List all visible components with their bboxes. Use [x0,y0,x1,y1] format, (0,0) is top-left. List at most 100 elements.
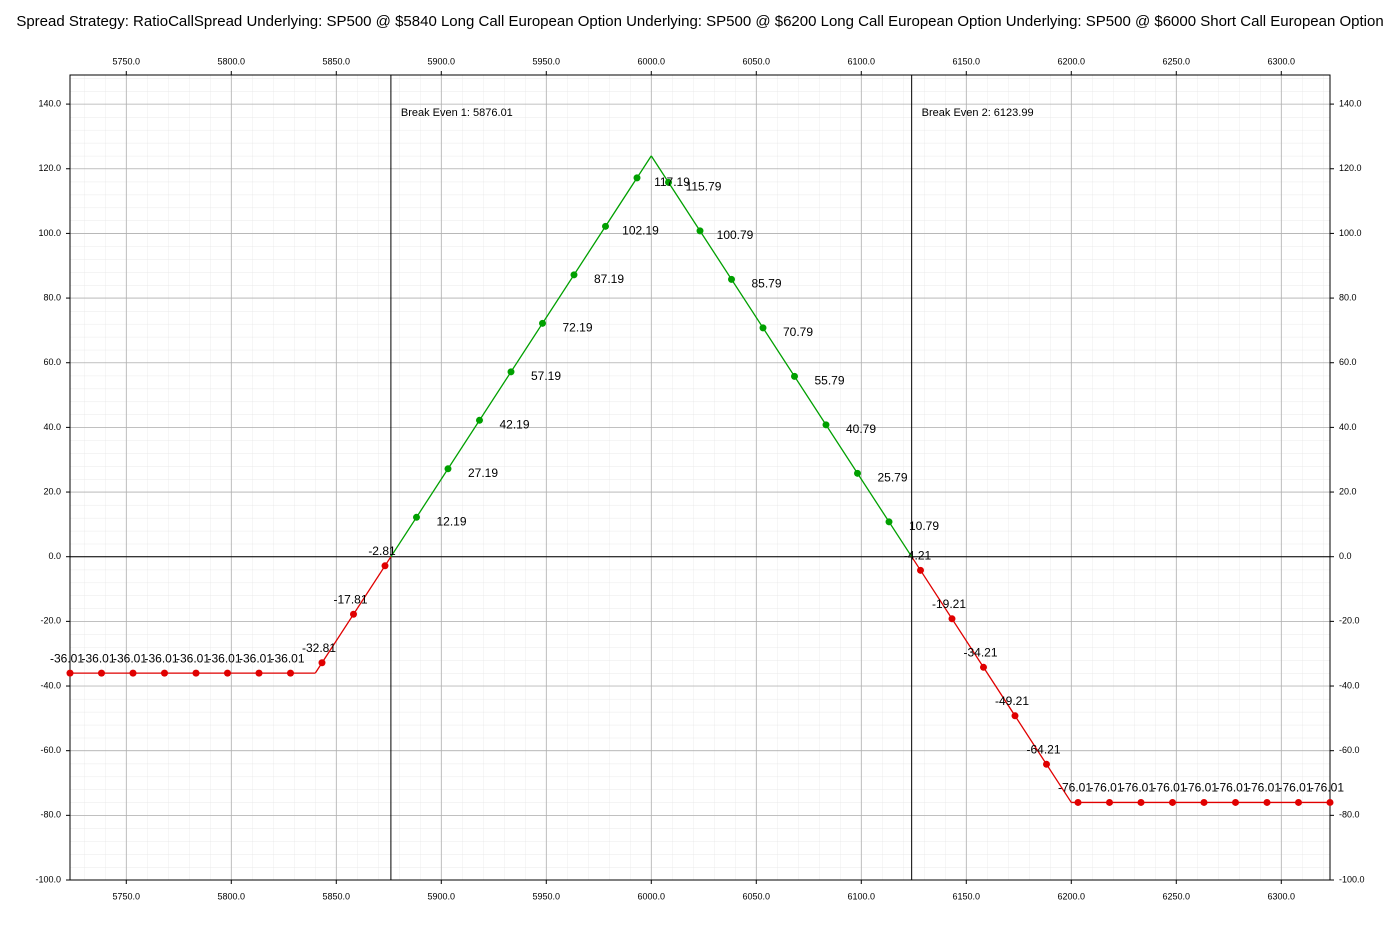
x-tick-label: 6150.0 [953,56,981,66]
point [66,669,74,677]
value-label: -32.81 [302,641,336,655]
x-tick-label: 6200.0 [1058,56,1086,66]
value-label: -76.01 [1121,781,1155,795]
point [192,669,200,677]
point [728,275,735,283]
value-label: -36.01 [81,651,115,665]
value-label: -64.21 [1026,742,1060,756]
point [1200,798,1208,806]
y-tick-label: -40.0 [1339,680,1360,690]
value-label: -76.01 [1089,781,1123,795]
value-label: -36.01 [270,651,304,665]
x-tick-label: 5850.0 [323,56,351,66]
y-tick-label: 140.0 [38,98,61,108]
y-tick-label: 40.0 [1339,422,1357,432]
point [476,416,483,424]
value-label: -36.01 [207,651,241,665]
x-tick-label: 6200.0 [1058,891,1086,901]
x-tick-label: 6000.0 [638,891,666,901]
x-tick-label: 6050.0 [743,56,771,66]
payoff-line [390,155,652,558]
x-tick-label: 5750.0 [113,891,141,901]
y-tick-label: 60.0 [43,357,61,367]
y-tick-label: 60.0 [1339,357,1357,367]
x-tick-label: 6100.0 [848,891,876,901]
point [444,465,452,473]
value-label: -36.01 [144,651,178,665]
y-tick-label: 80.0 [1339,292,1357,302]
point [413,513,420,521]
point [318,659,326,667]
point [1295,798,1302,806]
value-label: -49.21 [995,694,1029,708]
value-label: -76.01 [1058,781,1092,795]
point [1074,798,1082,806]
value-label: -34.21 [963,645,997,659]
break-even-label: Break Even 1: 5876.01 [401,107,513,119]
point [161,669,168,677]
y-tick-label: -60.0 [1339,745,1360,755]
value-label: -76.01 [1278,781,1312,795]
x-tick-label: 5800.0 [218,56,246,66]
y-tick-label: -60.0 [40,745,61,755]
break-even-label: Break Even 2: 6123.99 [922,107,1034,119]
point [129,669,137,677]
y-tick-label: 80.0 [43,292,61,302]
value-label: 55.79 [814,374,844,388]
value-label: 85.79 [751,277,781,291]
x-tick-label: 6050.0 [743,891,771,901]
value-label: 27.19 [468,466,498,480]
y-tick-label: -20.0 [1339,616,1360,626]
value-label: 42.19 [499,417,529,431]
x-tick-label: 6300.0 [1268,56,1296,66]
point [854,469,861,477]
y-tick-label: 0.0 [1339,551,1352,561]
y-tick-label: 120.0 [1339,163,1362,173]
value-label: -36.01 [176,651,210,665]
value-label: 57.19 [531,369,561,383]
value-label: 115.79 [686,180,722,194]
point [1011,712,1019,720]
x-tick-label: 5950.0 [533,56,561,66]
point [917,566,924,574]
x-tick-label: 6300.0 [1268,891,1296,901]
y-tick-label: 40.0 [43,422,61,432]
x-tick-label: 5750.0 [113,56,141,66]
value-label: -76.01 [1184,781,1218,795]
y-tick-label: 100.0 [38,228,61,238]
value-label: -36.01 [50,651,84,665]
y-tick-label: -100.0 [1339,874,1365,884]
x-tick-label: 6100.0 [848,56,876,66]
point [980,663,987,671]
point [1137,798,1145,806]
value-label: -36.01 [239,651,273,665]
y-tick-label: -80.0 [40,810,61,820]
x-tick-label: 5900.0 [428,891,456,901]
value-label: 70.79 [783,325,813,339]
y-tick-label: 100.0 [1339,228,1362,238]
value-label: 12.19 [436,514,466,528]
value-label: -17.81 [333,592,367,606]
point [1169,798,1176,806]
value-label: -19.21 [932,597,966,611]
y-tick-label: -100.0 [35,874,61,884]
plot-frame [69,74,1331,881]
point [539,319,546,327]
x-tick-label: 5800.0 [218,891,246,901]
x-tick-label: 5950.0 [533,891,561,901]
y-tick-label: 0.0 [48,551,61,561]
y-tick-label: 120.0 [38,163,61,173]
y-tick-label: 140.0 [1339,98,1362,108]
x-tick-label: 6250.0 [1163,56,1191,66]
point [1263,798,1271,806]
point [381,562,389,570]
point [224,669,231,677]
value-label: 102.19 [622,224,659,238]
point [885,518,893,526]
y-tick-label: 20.0 [43,486,61,496]
value-label: -36.01 [113,651,147,665]
point [633,174,641,182]
value-label: -76.01 [1152,781,1186,795]
point [1232,798,1239,806]
